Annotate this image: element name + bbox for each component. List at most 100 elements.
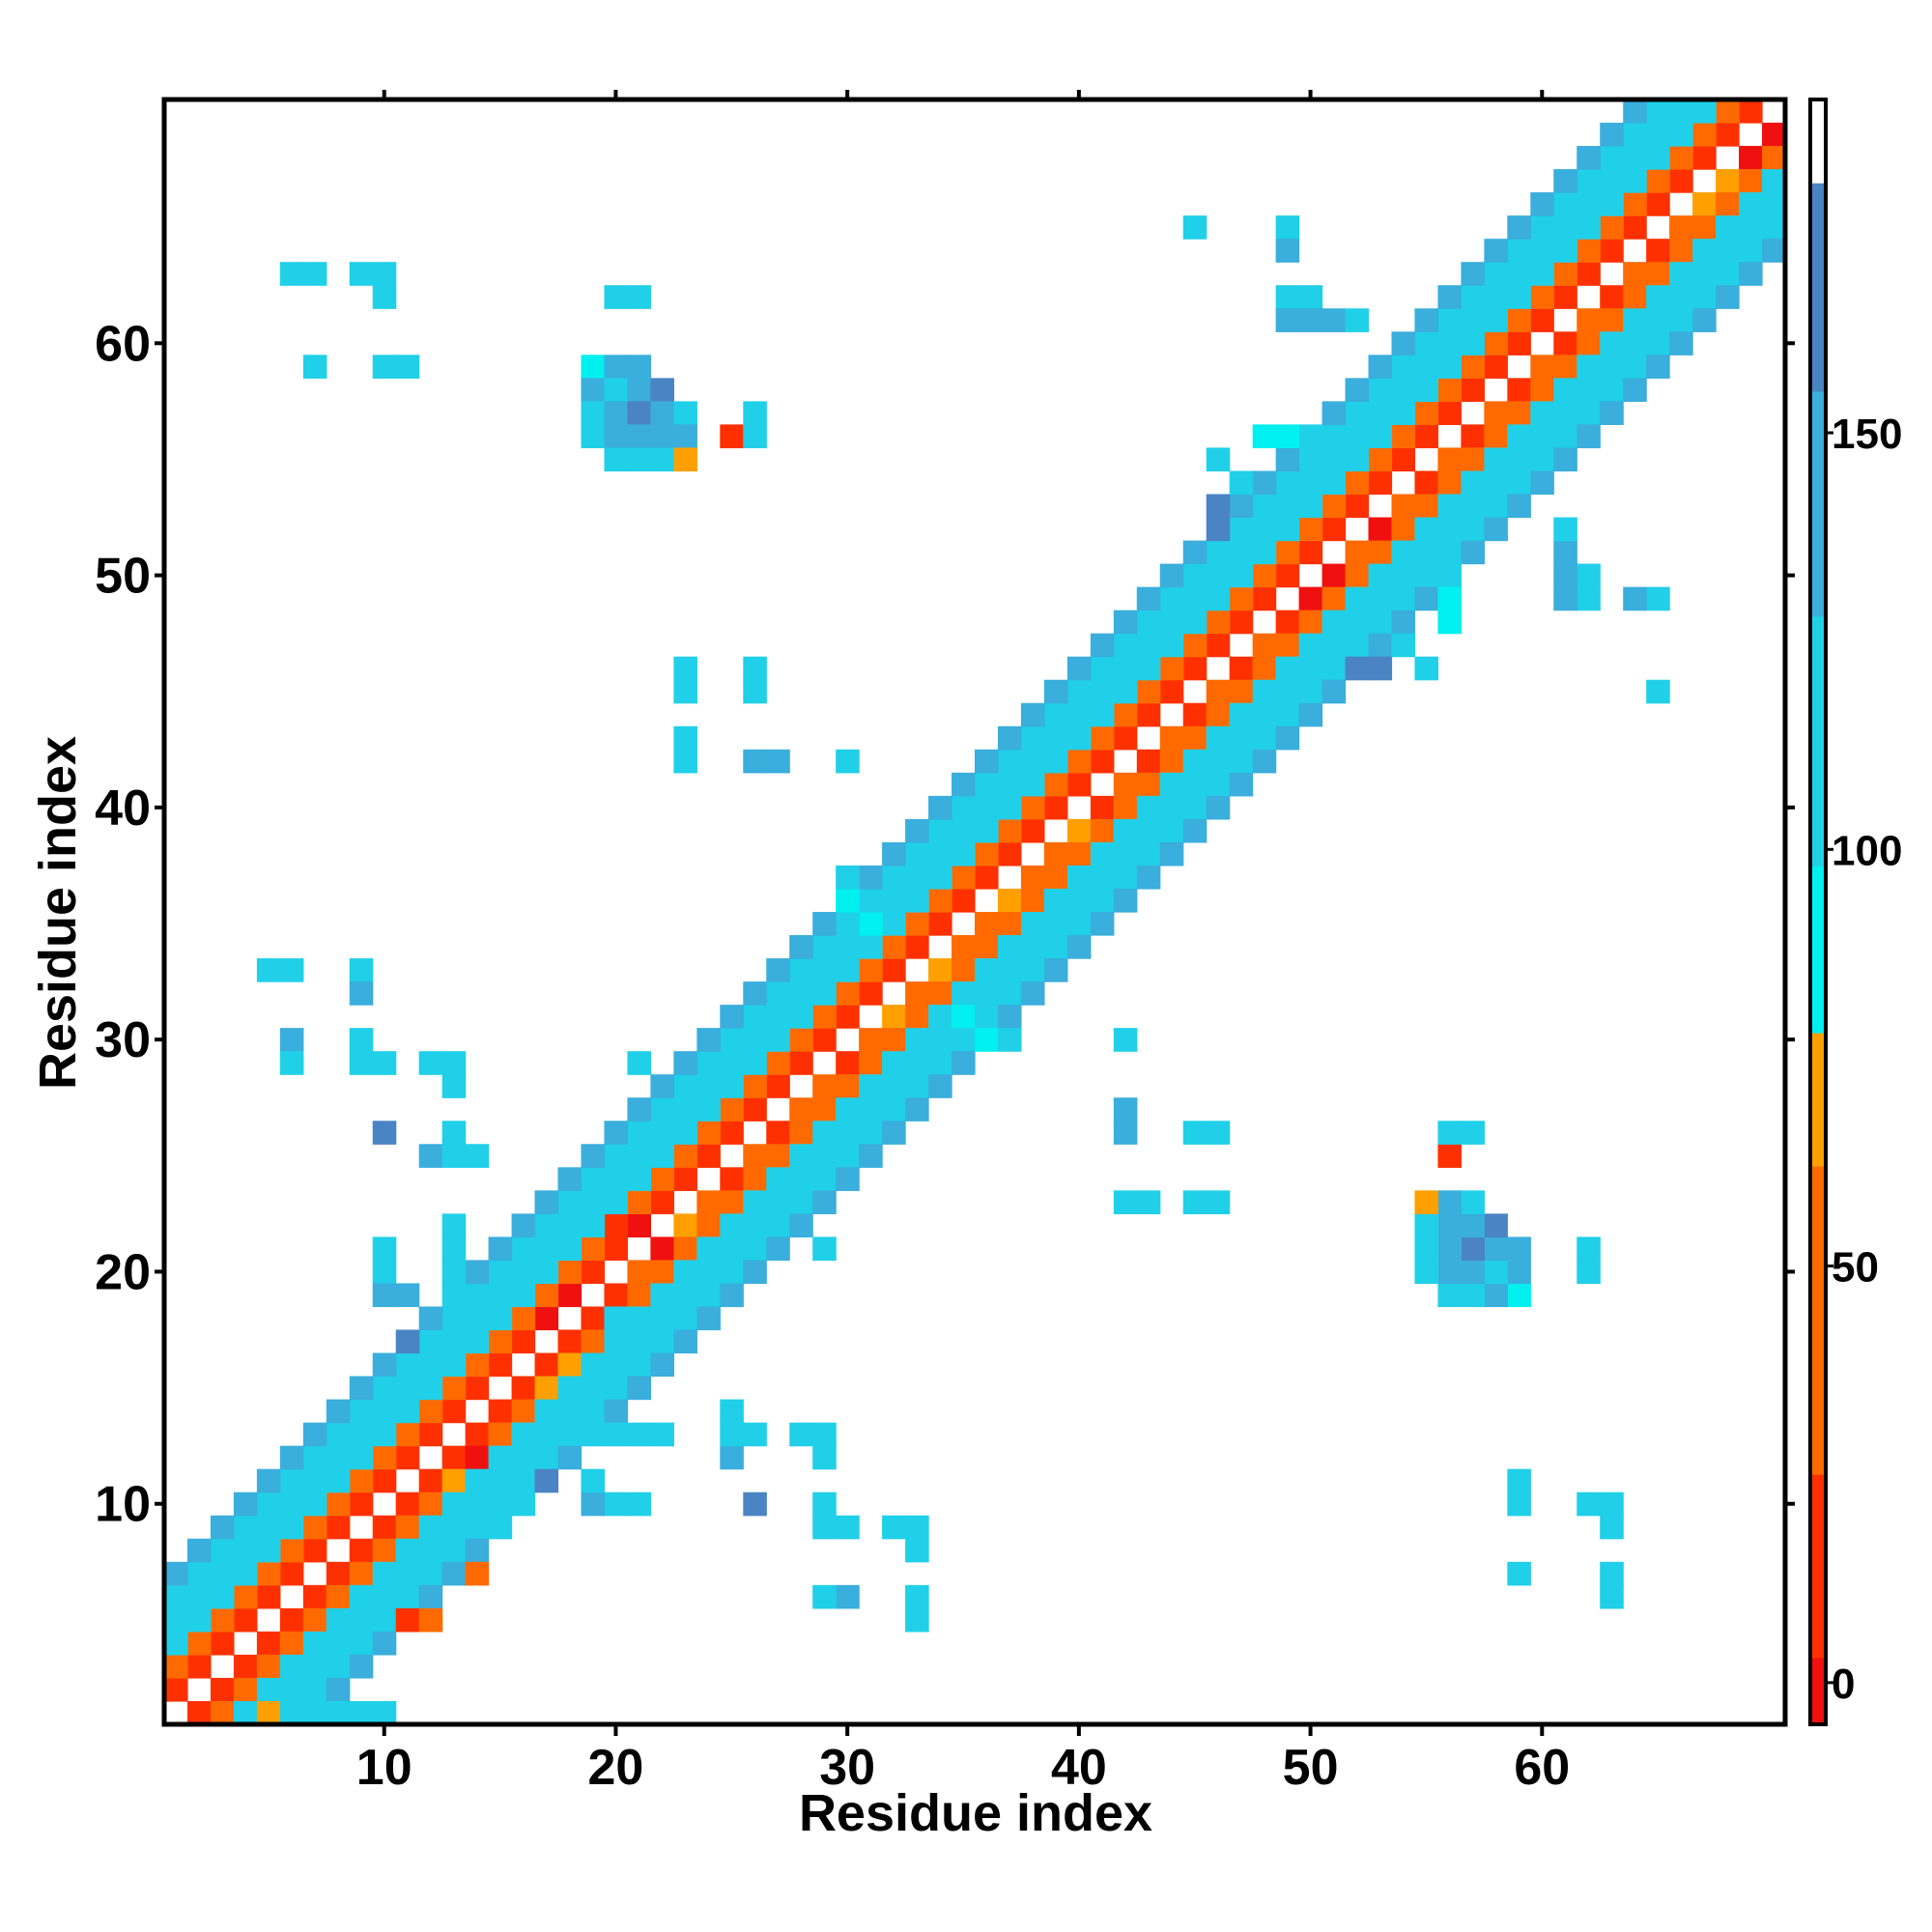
heatmap-cell [1437,1236,1462,1262]
heatmap-cell [441,1492,467,1517]
heatmap-cell [534,1283,559,1308]
heatmap-cell [1600,1561,1624,1586]
heatmap-cell [1577,1492,1601,1517]
heatmap-cell [1553,424,1577,449]
heatmap-cell [1391,540,1416,565]
heatmap-cell [720,1097,744,1122]
heatmap-cell [997,958,1022,982]
heatmap-cell [511,1283,536,1308]
heatmap-cell [441,1121,467,1145]
heatmap-cell [372,1515,397,1540]
heatmap-cell [1391,401,1416,425]
heatmap-cell [1553,331,1577,355]
heatmap-cell [1484,401,1508,425]
heatmap-cell [1577,355,1601,379]
heatmap-cell [1321,308,1347,332]
heatmap-cell [1345,540,1370,565]
heatmap-cell [673,447,697,472]
heatmap-cell [1692,192,1717,216]
colorbar-band [1810,615,1826,867]
heatmap-cell [395,355,420,379]
heatmap-cell [766,749,790,774]
heatmap-cell [1159,586,1184,611]
heatmap-cell [766,1236,790,1262]
heatmap-cell [372,1631,397,1656]
heatmap-cell [465,1144,490,1168]
heatmap-cell [1090,818,1115,843]
heatmap-cell [975,749,999,774]
heatmap-cell [952,888,976,913]
heatmap-cell [975,912,999,936]
heatmap-cell [1136,633,1161,658]
heatmap-cell [1623,378,1647,402]
heatmap-cell [372,1283,397,1308]
heatmap-cell [279,1538,304,1563]
heatmap-cell [1623,99,1647,124]
heatmap-cell [302,1445,327,1470]
heatmap-cell [812,1584,837,1609]
heatmap-cell [465,1538,490,1563]
heatmap-cell [789,1167,813,1191]
heatmap-cell [557,1213,582,1237]
heatmap-cell [1182,586,1208,611]
heatmap-cell [997,981,1022,1006]
heatmap-cell [1043,912,1068,936]
heatmap-cell [812,1236,837,1262]
heatmap-cell [557,1399,582,1424]
heatmap-cell [418,1352,443,1378]
heatmap-cell [279,1515,304,1540]
heatmap-cell [1321,586,1347,611]
heatmap-cell [210,1700,235,1725]
heatmap-cell [1507,1468,1531,1493]
heatmap-cell [905,1538,929,1563]
heatmap-cell [302,1654,327,1679]
heatmap-cell [859,865,883,890]
heatmap-cell [1298,679,1323,704]
heatmap-cell [1577,586,1601,611]
heatmap-cell [1507,470,1531,496]
heatmap-cell [1206,517,1231,542]
heatmap-cell [1229,702,1254,727]
heatmap-cell [859,1028,883,1052]
heatmap-cell [326,1561,351,1586]
heatmap-cell [1043,841,1068,867]
x-axis-ticks: 10 20 30 40 50 60 [356,90,1570,1796]
heatmap-cell [627,1097,651,1122]
heatmap-cell [534,1422,559,1447]
heatmap-cell [650,1121,674,1145]
heatmap-cell [534,1376,559,1401]
heatmap-cell [302,1584,327,1609]
heatmap-cell [1136,679,1161,704]
heatmap-cell [372,1422,397,1447]
heatmap-cell [650,1144,674,1168]
heatmap-cell [279,1492,304,1517]
heatmap-cell [627,1306,651,1331]
heatmap-cell [673,1306,697,1331]
heatmap-cell [766,1213,790,1237]
heatmap-cell [789,1028,813,1052]
heatmap-cell [1298,540,1323,565]
heatmap-cell [952,958,976,982]
heatmap-cell [1321,494,1347,519]
heatmap-cell [256,1584,281,1609]
heatmap-cell [1414,470,1439,496]
heatmap-cell [557,1445,582,1470]
heatmap-cell [1507,424,1531,449]
heatmap-cell [418,1051,443,1075]
heatmap-cell [1368,563,1393,588]
heatmap-cell [952,865,976,890]
heatmap-cell [627,1376,651,1401]
heatmap-cell [581,378,606,402]
heatmap-cell [1066,841,1092,867]
heatmap-cell [1391,610,1416,635]
heatmap-cell [1090,912,1115,936]
heatmap-cell [743,749,767,774]
heatmap-cell [1252,563,1277,588]
heatmap-cell [279,1631,304,1656]
heatmap-cell [418,1376,443,1401]
heatmap-cell [1414,1190,1439,1214]
heatmap-cell [1090,888,1115,913]
heatmap-cell [1437,447,1462,472]
heatmap-cell [256,1561,281,1586]
heatmap-cell [1368,401,1393,425]
